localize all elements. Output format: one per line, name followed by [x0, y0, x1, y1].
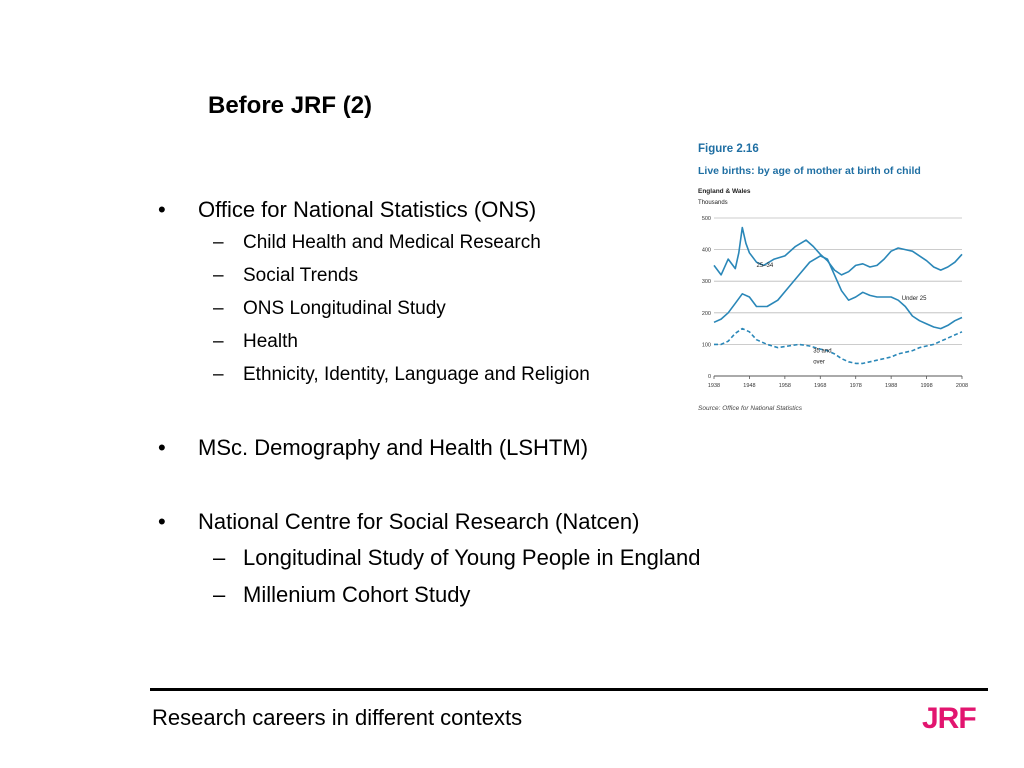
sub-bullet: – Health: [213, 331, 298, 353]
bullet-dot-icon: •: [158, 509, 166, 534]
x-tick-label: 1948: [743, 383, 755, 389]
dash-icon: –: [213, 364, 224, 385]
sub-bullet: – Social Trends: [213, 265, 359, 287]
sub-bullet: – Ethnicity, Identity, Language and Reli…: [213, 364, 590, 386]
sub-bullet-text: Ethnicity, Identity, Language and Religi…: [243, 364, 590, 385]
chart-title: Live births: by age of mother at birth o…: [698, 165, 921, 177]
dash-icon: –: [213, 265, 224, 286]
sub-bullet: – ONS Longitudinal Study: [213, 298, 446, 320]
jrf-logo: JRF: [922, 702, 977, 735]
footer-divider: [150, 688, 988, 691]
x-tick-label: 1998: [920, 383, 932, 389]
bullet-natcen: • National Centre for Social Research (N…: [158, 509, 640, 535]
y-tick-label: 0: [708, 374, 711, 380]
y-tick-label: 200: [702, 311, 711, 317]
y-axis-label: Thousands: [698, 200, 728, 206]
line-chart: Figure 2.16 Live births: by age of mothe…: [698, 143, 968, 412]
x-tick-label: 2008: [956, 383, 968, 389]
slide-title: Before JRF (2): [208, 92, 373, 119]
dash-icon: –: [213, 298, 224, 319]
bullet-dot-icon: •: [158, 435, 166, 460]
bullet-msc: • MSc. Demography and Health (LSHTM): [158, 435, 589, 461]
bullet-text: Office for National Statistics (ONS): [198, 197, 537, 222]
dash-icon: –: [213, 331, 224, 352]
sub-bullet: – Child Health and Medical Research: [213, 232, 541, 254]
sub-bullet-text: Social Trends: [243, 265, 359, 286]
chart-subtitle: England & Wales: [698, 188, 751, 195]
series-line: [713, 255, 963, 330]
x-tick-label: 1958: [779, 383, 791, 389]
bullet-dot-icon: •: [158, 197, 166, 222]
sub-bullet-text: Health: [243, 331, 298, 352]
dash-icon: –: [213, 232, 224, 253]
bullet-ons: • Office for National Statistics (ONS): [158, 197, 537, 223]
bullet-text: MSc. Demography and Health (LSHTM): [198, 435, 589, 460]
footer-text: Research careers in different contexts: [152, 705, 523, 730]
x-tick-label: 1988: [885, 383, 897, 389]
series-line: [714, 327, 963, 365]
y-tick-label: 100: [702, 342, 711, 348]
y-tick-label: 400: [702, 248, 711, 254]
x-tick-labels: 1938 1948 1958 1968 1978 1988 1998 2008: [708, 383, 968, 389]
y-tick-label: 500: [702, 216, 711, 222]
series-line: [713, 226, 963, 276]
chart-series: [713, 226, 963, 365]
series-label: Under 25: [902, 296, 927, 302]
x-tick-label: 1978: [850, 383, 862, 389]
sub-bullet-text: Child Health and Medical Research: [243, 232, 541, 253]
dash-icon: –: [213, 582, 226, 607]
y-tick-label: 300: [702, 279, 711, 285]
series-label: 25–34: [757, 263, 774, 269]
figure-label: Figure 2.16: [698, 143, 759, 155]
x-tick-label: 1938: [708, 383, 720, 389]
series-label: 35 and: [813, 348, 831, 354]
bullet-text: National Centre for Social Research (Nat…: [198, 509, 640, 534]
x-tick-label: 1968: [814, 383, 826, 389]
sub-bullet: – Millenium Cohort Study: [213, 582, 471, 608]
chart-source: Source: Office for National Statistics: [698, 405, 803, 412]
figure-live-births: Figure 2.16 Live births: by age of mothe…: [688, 138, 978, 420]
series-label: over: [813, 359, 825, 365]
sub-bullet: – Longitudinal Study of Young People in …: [213, 545, 701, 571]
sub-bullet-text: ONS Longitudinal Study: [243, 298, 446, 319]
sub-bullet-text: Longitudinal Study of Young People in En…: [243, 545, 701, 570]
chart-grid: [713, 217, 963, 379]
y-tick-labels: 0 100 200 300 400 500: [702, 216, 711, 380]
sub-bullet-text: Millenium Cohort Study: [243, 582, 471, 607]
dash-icon: –: [213, 545, 226, 570]
series-labels: 25–34 Under 25 35 and over: [757, 263, 928, 365]
